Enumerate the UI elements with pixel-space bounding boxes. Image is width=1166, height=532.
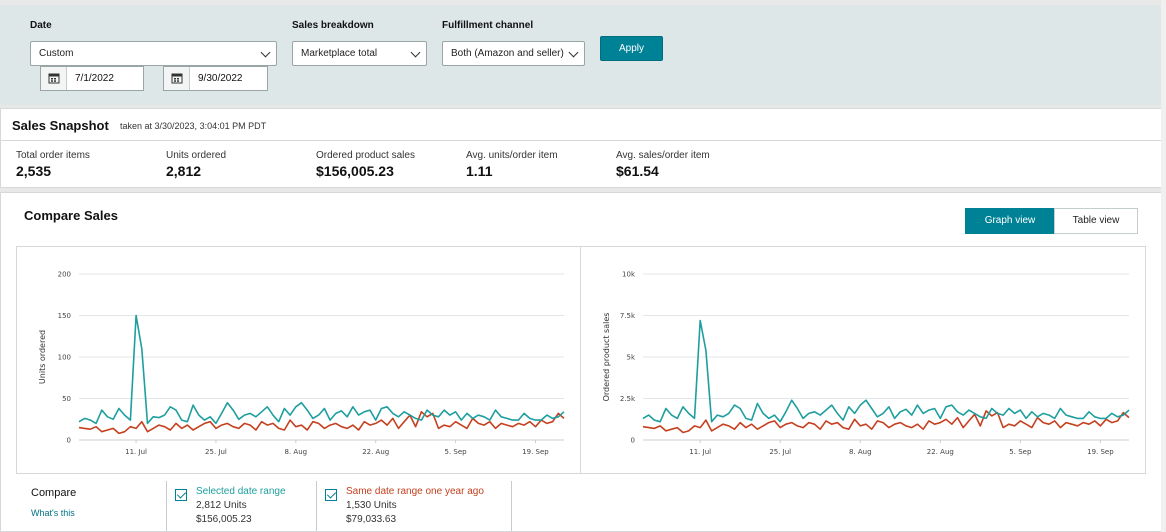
chevron-down-icon [568, 47, 579, 58]
metric-value: 2,535 [16, 163, 52, 179]
y-tick-label: 100 [58, 354, 71, 362]
legend-title: Selected date range [196, 486, 286, 497]
y-axis-label: Units ordered [38, 330, 47, 384]
x-tick-label: 25. Jul [769, 448, 791, 456]
x-tick-label: 19. Sep [1087, 448, 1114, 456]
sales-breakdown-select[interactable]: Marketplace total [292, 41, 427, 66]
metric-value: 2,812 [166, 163, 202, 179]
sales-breakdown-value: Marketplace total [301, 48, 378, 59]
x-tick-label: 11. Jul [689, 448, 711, 456]
start-date-field[interactable]: 7/1/2022 [40, 66, 144, 91]
y-tick-label: 150 [58, 312, 71, 320]
units-ordered-chart: 200 150 100 50 0 11. Jul 25. Jul 8. Aug 22. Aug 5… [16, 246, 581, 474]
metric-label: Avg. sales/order item [616, 150, 710, 161]
y-tick-label: 10k [622, 271, 636, 279]
snapshot-header: Sales Snapshot taken at 3/30/2023, 3:04:… [1, 109, 1161, 141]
legend-title: Same date range one year ago [346, 486, 484, 497]
metric-label: Ordered product sales [316, 150, 415, 161]
ordered-product-sales-chart: 10k 7.5k 5k 2.5k 0 11. Jul 25. Jul 8. Aug 22. Au… [580, 246, 1146, 474]
compare-label: Compare [31, 487, 77, 499]
x-tick-label: 8. Aug [849, 448, 872, 456]
x-tick-label: 22. Aug [927, 448, 954, 456]
legend-units: 2,812 Units [196, 500, 247, 511]
end-date-value: 9/30/2022 [198, 73, 243, 84]
y-tick-label: 5k [626, 354, 635, 362]
calendar-icon[interactable] [164, 67, 190, 90]
series-line-selected-range[interactable] [642, 319, 1130, 423]
snapshot-timestamp: taken at 3/30/2023, 3:04:01 PM PDT [120, 121, 267, 131]
end-date-field[interactable]: 9/30/2022 [163, 66, 268, 91]
sales-breakdown-label: Sales breakdown [292, 20, 374, 31]
date-label: Date [30, 20, 52, 31]
units-ordered-chart-svg: 200 150 100 50 0 11. Jul 25. Jul 8. Aug 22. Aug 5… [38, 271, 565, 456]
metric-avg-sales-per-order-item: Avg. sales/order item $61.54 [616, 150, 710, 179]
metric-avg-units-per-order-item: Avg. units/order item 1.11 [466, 150, 558, 179]
checkbox-checked-icon[interactable] [325, 489, 337, 501]
legend-same-range-last-year[interactable]: Same date range one year ago 1,530 Units… [316, 481, 512, 531]
series-line-one-year-ago[interactable] [642, 410, 1130, 434]
apply-button[interactable]: Apply [600, 36, 663, 61]
start-date-value: 7/1/2022 [75, 73, 114, 84]
legend-sales: $79,033.63 [346, 514, 397, 525]
y-tick-label: 50 [62, 395, 71, 403]
chevron-down-icon [410, 47, 421, 58]
legend-selected-date-range[interactable]: Selected date range 2,812 Units $156,005… [166, 481, 316, 531]
metric-value: 1.11 [466, 163, 493, 179]
whats-this-link[interactable]: What's this [31, 508, 75, 518]
x-tick-label: 22. Aug [362, 448, 389, 456]
compare-sales-title: Compare Sales [24, 208, 118, 223]
fulfillment-channel-select[interactable]: Both (Amazon and seller) [442, 41, 585, 66]
page-scrollbar[interactable] [1161, 0, 1166, 532]
x-tick-label: 11. Jul [125, 448, 147, 456]
y-tick-label: 200 [58, 271, 71, 279]
x-tick-label: 8. Aug [285, 448, 308, 456]
sales-snapshot-panel: Sales Snapshot taken at 3/30/2023, 3:04:… [0, 108, 1162, 188]
chevron-down-icon [260, 47, 271, 58]
y-tick-label: 0 [67, 437, 71, 445]
metric-units-ordered: Units ordered 2,812 [166, 150, 226, 179]
checkbox-checked-icon[interactable] [175, 489, 187, 501]
filter-bar: Date Custom 7/1/2022 9/30/2022 Sales bre… [0, 5, 1162, 105]
snapshot-title: Sales Snapshot [12, 118, 109, 133]
fulfillment-channel-value: Both (Amazon and seller) [451, 48, 564, 59]
metric-value: $156,005.23 [316, 163, 394, 179]
table-view-button[interactable]: Table view [1054, 208, 1138, 234]
y-tick-label: 0 [631, 437, 635, 445]
metric-label: Total order items [16, 150, 90, 161]
series-line-one-year-ago[interactable] [78, 411, 565, 435]
metric-ordered-product-sales: Ordered product sales $156,005.23 [316, 150, 415, 179]
y-axis-label: Ordered product sales [602, 313, 611, 402]
compare-footer: Compare What's this Selected date range … [1, 481, 1161, 531]
series-line-selected-range[interactable] [78, 314, 565, 425]
x-tick-label: 25. Jul [205, 448, 227, 456]
metric-value: $61.54 [616, 163, 659, 179]
metric-label: Avg. units/order item [466, 150, 558, 161]
date-range-select-value: Custom [39, 48, 74, 59]
compare-sales-panel: Compare Sales Graph view Table view 200 1… [0, 192, 1162, 532]
metric-total-order-items: Total order items 2,535 [16, 150, 90, 179]
legend-sales: $156,005.23 [196, 514, 252, 525]
y-tick-label: 2.5k [620, 395, 636, 403]
fulfillment-channel-label: Fulfillment channel [442, 20, 534, 31]
metric-label: Units ordered [166, 150, 227, 161]
x-tick-label: 5. Sep [1009, 448, 1032, 456]
calendar-icon[interactable] [41, 67, 67, 90]
x-tick-label: 19. Sep [522, 448, 549, 456]
y-tick-label: 7.5k [620, 312, 636, 320]
x-tick-label: 5. Sep [445, 448, 468, 456]
date-range-select[interactable]: Custom [30, 41, 277, 66]
graph-view-button[interactable]: Graph view [965, 208, 1055, 234]
legend-units: 1,530 Units [346, 500, 397, 511]
ordered-product-sales-chart-svg: 10k 7.5k 5k 2.5k 0 11. Jul 25. Jul 8. Aug 22. Au… [602, 271, 1130, 456]
